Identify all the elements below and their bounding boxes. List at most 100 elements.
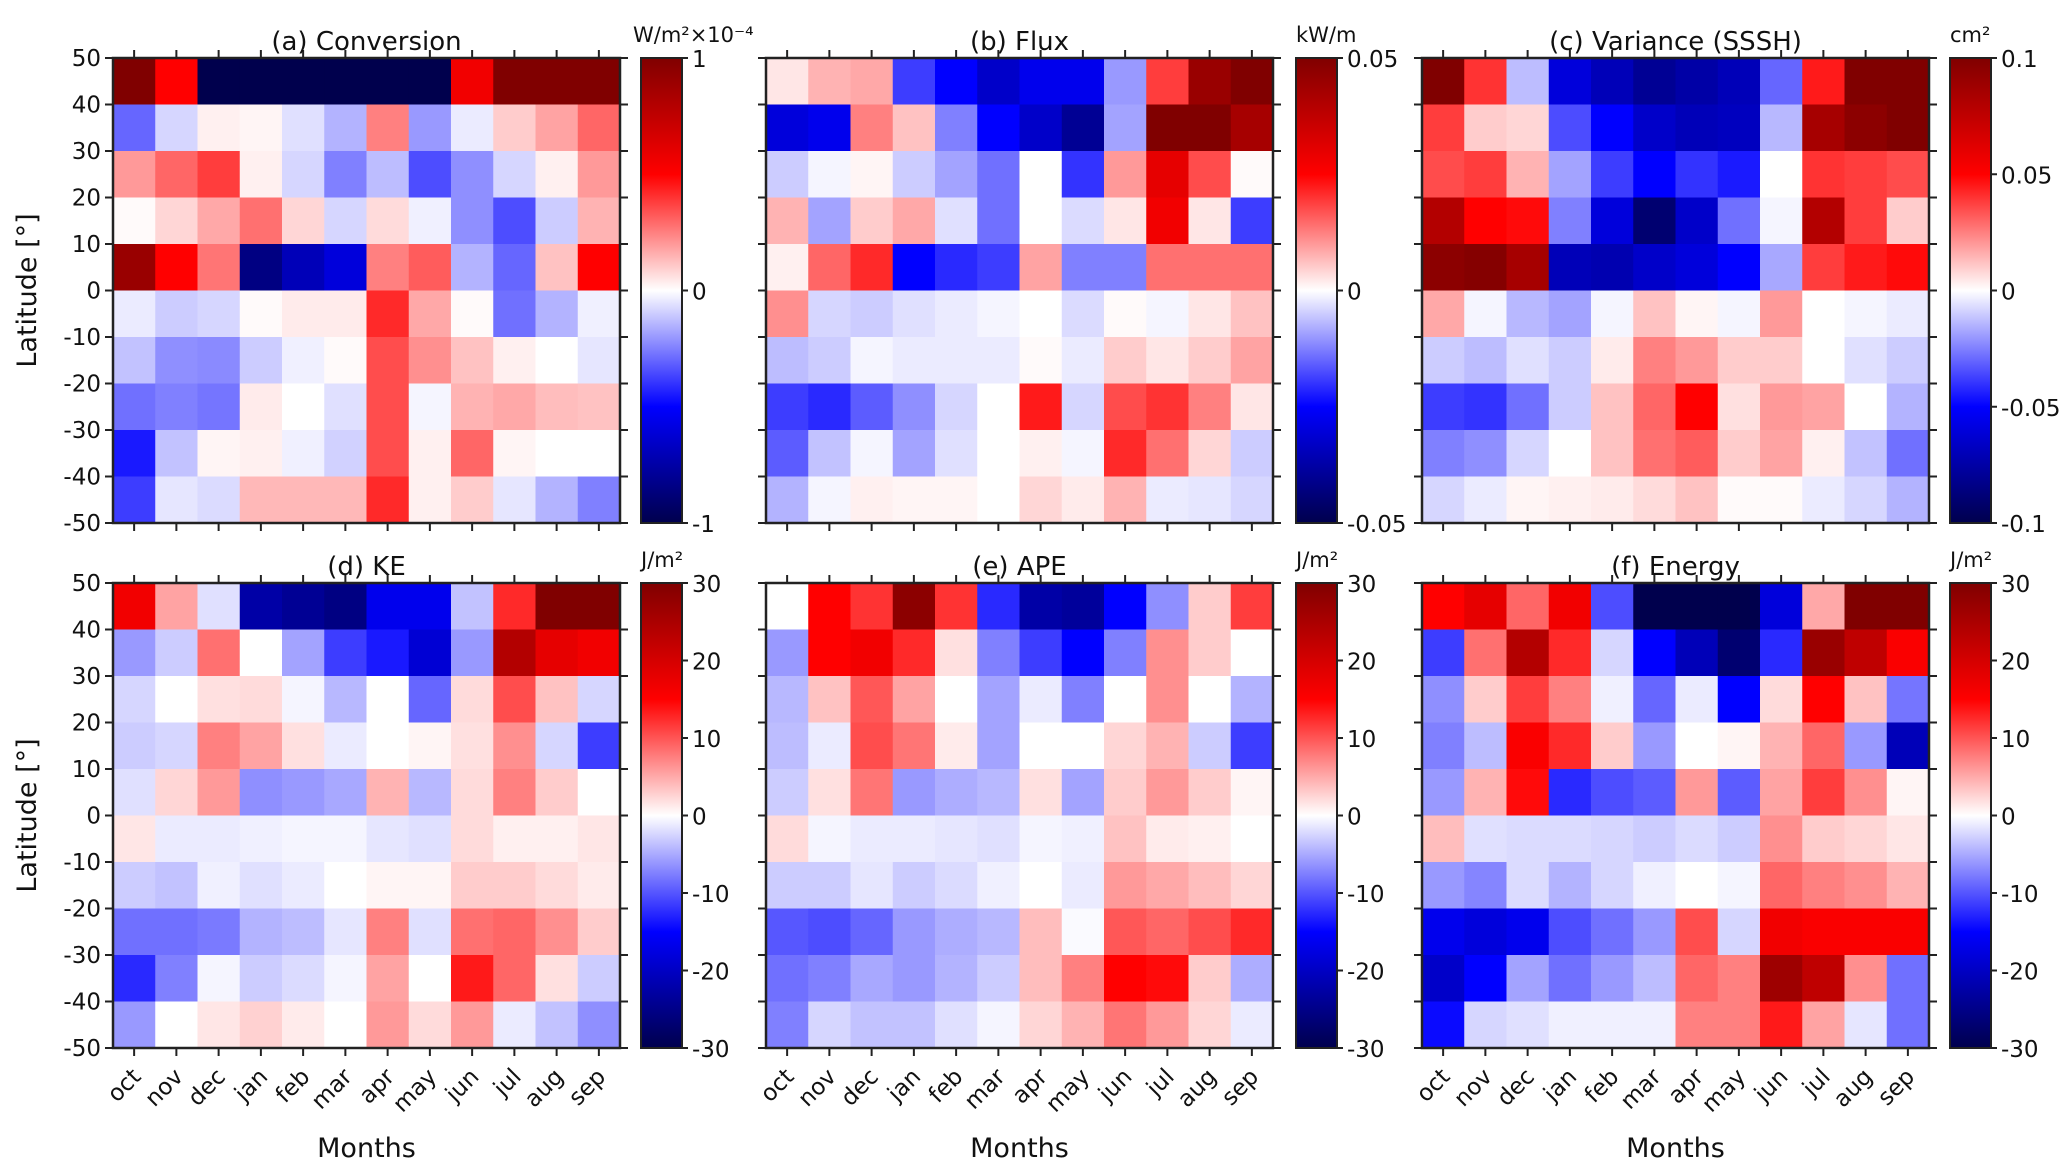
heatmap-cell: [577, 769, 621, 817]
heatmap-cell: [766, 430, 809, 478]
colorbar-tick-label: -0.05: [1347, 512, 1407, 538]
heatmap-cell: [282, 769, 325, 817]
heatmap-cell: [239, 290, 283, 338]
heatmap-cell: [324, 583, 368, 631]
heatmap-cell: [892, 197, 936, 245]
heatmap-cell: [1506, 1001, 1550, 1049]
heatmap-cell: [239, 955, 283, 1003]
heatmap-cell: [577, 676, 621, 724]
colorbar-tick-label: 0: [692, 280, 707, 306]
x-tick-label: nov: [793, 1064, 841, 1112]
heatmap-cell: [1104, 430, 1147, 478]
heatmap-cell: [1760, 383, 1803, 431]
heatmap-cell: [366, 476, 410, 524]
heatmap-cell: [1633, 955, 1677, 1003]
heatmap-cell: [451, 908, 494, 956]
heatmap-cell: [324, 476, 368, 524]
heatmap-cell: [1886, 58, 1930, 106]
heatmap-cell: [1422, 104, 1465, 152]
heatmap-cell: [1146, 383, 1190, 431]
heatmap-cell: [1019, 58, 1063, 106]
heatmap-cell: [1844, 104, 1888, 152]
heatmap-cell: [1019, 862, 1063, 910]
heatmap-cell: [451, 383, 494, 431]
panel-title: (b) Flux: [970, 27, 1069, 57]
heatmap-cell: [892, 244, 936, 292]
heatmap-cell: [408, 58, 452, 106]
heatmap-cell: [239, 383, 283, 431]
heatmap-cell: [1802, 104, 1846, 152]
heatmap-cell: [1760, 244, 1803, 292]
heatmap-cell: [977, 337, 1021, 385]
heatmap-cell: [1104, 1001, 1147, 1049]
heatmap-cell: [1146, 337, 1190, 385]
heatmap-cell: [1844, 815, 1888, 863]
heatmap-cell: [451, 337, 494, 385]
heatmap-cell: [535, 197, 579, 245]
heatmap-cell: [1061, 430, 1105, 478]
heatmap-cell: [155, 337, 199, 385]
heatmap-cell: [408, 104, 452, 152]
heatmap-cell: [493, 955, 537, 1003]
heatmap-cell: [1548, 815, 1592, 863]
heatmap-cell: [892, 862, 936, 910]
y-tick-label: 30: [72, 139, 101, 165]
colorbar-tick-label: 1: [692, 47, 707, 73]
heatmap-cell: [1104, 676, 1147, 724]
heatmap-cell: [282, 1001, 325, 1049]
heatmap-cell: [366, 629, 410, 677]
heatmap-cell: [892, 722, 936, 770]
heatmap-cell: [1422, 244, 1465, 292]
heatmap-cell: [239, 862, 283, 910]
heatmap-cell: [977, 430, 1021, 478]
heatmap-cell: [1230, 769, 1274, 817]
heatmap-cell: [1760, 290, 1803, 338]
heatmap-cell: [1802, 383, 1846, 431]
heatmap-cell: [1633, 676, 1677, 724]
heatmap-cell: [1019, 955, 1063, 1003]
heatmap-cell: [977, 769, 1021, 817]
heatmap-cell: [1717, 197, 1761, 245]
heatmap-cell: [493, 676, 537, 724]
colorbar-tick-label: -0.05: [2001, 396, 2061, 422]
heatmap-cell: [1717, 676, 1761, 724]
heatmap-cell: [1188, 629, 1232, 677]
heatmap-cell: [155, 583, 199, 631]
heatmap-cell: [935, 383, 978, 431]
heatmap-cell: [1061, 104, 1105, 152]
heatmap-cell: [155, 722, 199, 770]
heatmap-cell: [1591, 722, 1634, 770]
heatmap-cell: [1844, 476, 1888, 524]
heatmap-cell: [850, 476, 894, 524]
heatmap-cell: [766, 104, 809, 152]
heatmap-cell: [1675, 583, 1719, 631]
heatmap-cell: [1019, 337, 1063, 385]
colorbar-tick-label: -20: [1347, 960, 1385, 986]
x-tick-label: may: [1041, 1064, 1095, 1118]
heatmap-cell: [1506, 290, 1550, 338]
heatmap-cell: [1548, 383, 1592, 431]
y-tick-label: 50: [72, 46, 101, 72]
heatmap-cell: [808, 769, 852, 817]
x-tick-label: sep: [1217, 1064, 1264, 1111]
heatmap-cell: [282, 337, 325, 385]
heatmap-cell: [1675, 1001, 1719, 1049]
heatmap-cell: [766, 769, 809, 817]
heatmap-cell: [1548, 151, 1592, 199]
heatmap-cell: [1506, 583, 1550, 631]
x-tick-label: dec: [1492, 1064, 1540, 1112]
heatmap-cell: [892, 58, 936, 106]
colorbar-tick-label: -10: [692, 882, 730, 908]
heatmap-cell: [1886, 430, 1930, 478]
heatmap-cell: [1230, 197, 1274, 245]
heatmap-cell: [282, 955, 325, 1003]
heatmap-cell: [1675, 151, 1719, 199]
x-tick-label: may: [388, 1064, 442, 1118]
heatmap-cell: [1802, 722, 1846, 770]
heatmap-cell: [155, 955, 199, 1003]
heatmap-cell: [1422, 583, 1465, 631]
heatmap-cell: [1230, 583, 1274, 631]
heatmap-cell: [850, 629, 894, 677]
heatmap-cell: [1146, 769, 1190, 817]
heatmap-cell: [324, 862, 368, 910]
